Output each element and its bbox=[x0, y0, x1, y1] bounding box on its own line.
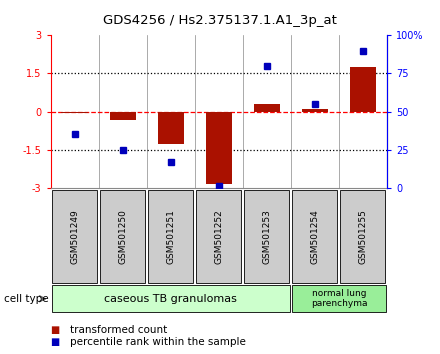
Bar bbox=[244, 189, 289, 283]
Text: GSM501250: GSM501250 bbox=[118, 209, 127, 264]
Text: GSM501249: GSM501249 bbox=[70, 209, 79, 264]
Text: cell type: cell type bbox=[4, 294, 49, 304]
Text: GSM501252: GSM501252 bbox=[214, 209, 224, 264]
Text: ■: ■ bbox=[51, 337, 60, 347]
Text: GSM501253: GSM501253 bbox=[263, 209, 271, 264]
Text: ■: ■ bbox=[51, 325, 60, 335]
Bar bbox=[350, 67, 376, 112]
Bar bbox=[99, 189, 145, 283]
Text: caseous TB granulomas: caseous TB granulomas bbox=[104, 294, 237, 304]
Bar bbox=[51, 285, 290, 312]
Text: GSM501251: GSM501251 bbox=[166, 209, 175, 264]
Bar bbox=[254, 104, 280, 112]
Bar bbox=[158, 112, 184, 144]
Bar bbox=[340, 189, 385, 283]
Bar bbox=[196, 189, 241, 283]
Text: GSM501255: GSM501255 bbox=[359, 209, 368, 264]
Bar bbox=[62, 112, 88, 113]
Text: GSM501254: GSM501254 bbox=[311, 209, 319, 264]
Bar bbox=[148, 189, 193, 283]
Bar bbox=[51, 189, 97, 283]
Bar bbox=[292, 285, 386, 312]
Bar bbox=[205, 112, 232, 184]
Bar bbox=[110, 112, 136, 120]
Bar bbox=[302, 109, 328, 112]
Text: GDS4256 / Hs2.375137.1.A1_3p_at: GDS4256 / Hs2.375137.1.A1_3p_at bbox=[103, 14, 337, 27]
Text: normal lung
parenchyma: normal lung parenchyma bbox=[311, 289, 367, 308]
Text: transformed count: transformed count bbox=[70, 325, 168, 335]
Text: percentile rank within the sample: percentile rank within the sample bbox=[70, 337, 246, 347]
Bar bbox=[292, 189, 337, 283]
